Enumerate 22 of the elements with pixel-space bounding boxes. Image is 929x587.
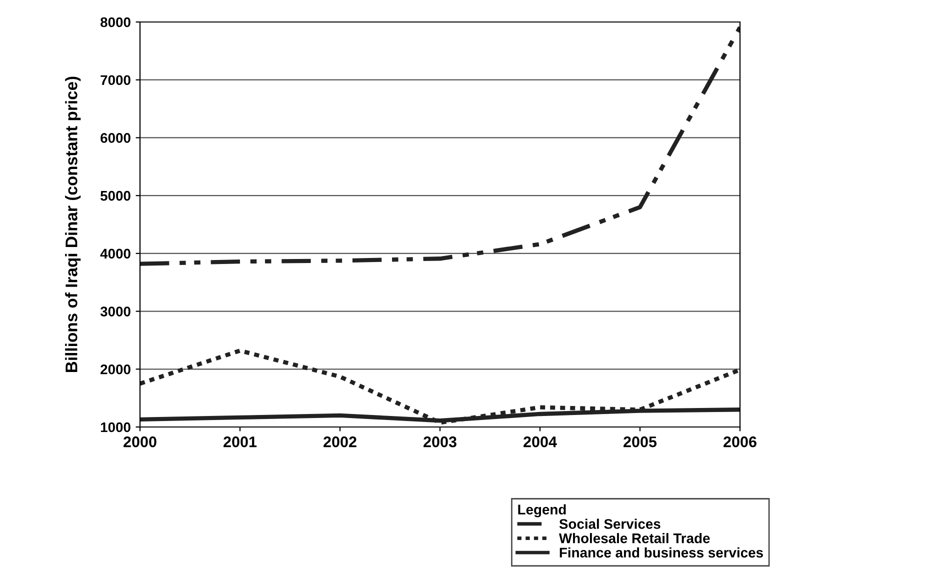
y-axis-title: Billions of Iraqi Dinar (constant price)	[65, 76, 81, 372]
legend-label: Finance and business services	[560, 547, 763, 558]
legend-title: Legend	[518, 504, 566, 518]
y-tick-label: 5000	[100, 190, 130, 201]
y-tick-label: 8000	[100, 17, 130, 28]
y-tick-label: 3000	[100, 306, 130, 316]
x-tick-label: 2003	[424, 436, 456, 448]
x-tick-label: 2005	[624, 436, 657, 448]
line-series	[140, 25, 740, 266]
x-tick-label: 2002	[324, 436, 356, 448]
legend-label: Wholesale Retail Trade	[558, 533, 710, 544]
y-tick-label: 2000	[100, 364, 130, 374]
y-tick-label: 4000	[100, 248, 130, 259]
line-series	[140, 348, 740, 425]
legend-label: Social Services	[559, 518, 660, 529]
x-tick-label: 2006	[724, 436, 756, 448]
x-tick-label: 2000	[124, 436, 156, 448]
y-tick-label: 1000	[100, 422, 130, 432]
x-tick-label: 2001	[224, 436, 257, 448]
y-tick-label: 7000	[100, 75, 130, 86]
y-tick-label: 6000	[100, 133, 130, 143]
x-tick-label: 2004	[524, 436, 557, 448]
